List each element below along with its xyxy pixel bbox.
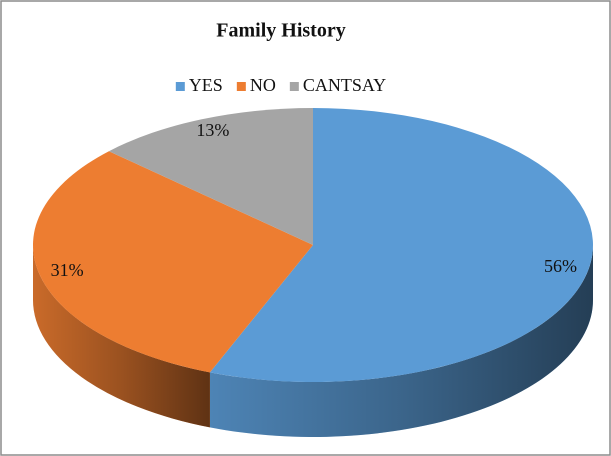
side-shade (209, 245, 594, 437)
data-label: 56% (544, 256, 577, 276)
data-label: 31% (51, 260, 84, 280)
legend-swatch (289, 82, 299, 91)
legend-label: NO (250, 75, 276, 95)
slice (32, 151, 313, 373)
side-shade (33, 245, 210, 428)
legend-label: CANTSAY (303, 75, 386, 95)
chart-title: Family History (216, 20, 345, 42)
slice (108, 108, 313, 245)
legend-swatch (236, 82, 246, 91)
data-label: 13% (196, 120, 229, 140)
slice (209, 108, 594, 382)
legend-swatch (175, 82, 185, 91)
legend-label: YES (189, 75, 223, 95)
